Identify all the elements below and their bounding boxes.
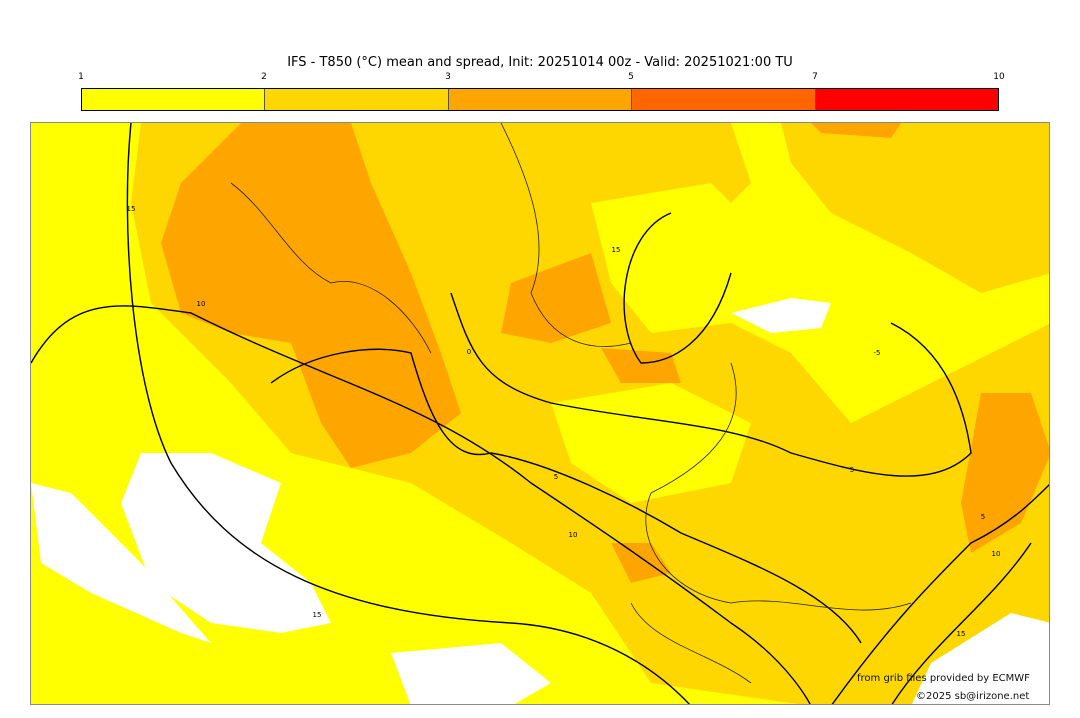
no-data-area	[391, 643, 551, 704]
color-legend	[81, 88, 999, 111]
legend-tick: 5	[628, 72, 634, 82]
spread-area-3-5	[611, 543, 671, 583]
map-title: IFS - T850 (°C) mean and spread, Init: 2…	[287, 55, 793, 70]
isotherm-line	[450, 292, 972, 477]
isotherm-line	[891, 542, 1032, 704]
legend-swatch	[815, 89, 999, 110]
spread-area-2-3	[781, 123, 1049, 293]
contour-label: 5	[850, 466, 854, 474]
map-canvas: 15 10 0 5 10 15 15 5 -5 5 10 15	[31, 123, 1049, 704]
spread-area-3-5	[161, 123, 461, 468]
legend-tick: 7	[812, 72, 818, 82]
coastline	[645, 362, 912, 611]
no-data-area	[731, 298, 831, 333]
contour-label: -5	[874, 349, 881, 357]
contour-label: 15	[957, 630, 966, 638]
coastline	[230, 182, 432, 354]
spread-area-1-2	[551, 383, 751, 503]
contour-label: 10	[992, 550, 1001, 558]
isotherm-line	[623, 212, 732, 364]
legend-swatch	[82, 89, 266, 110]
isotherm-line	[831, 484, 1049, 704]
isotherm-line	[126, 123, 691, 704]
coastline	[630, 602, 752, 684]
legend-tick: 2	[261, 72, 267, 82]
isotherm-line	[31, 305, 811, 704]
no-data-area	[121, 453, 331, 633]
legend-swatch	[448, 89, 633, 110]
source-credit: from grib files provided by ECMWF	[857, 673, 1030, 684]
legend-tick: 3	[445, 72, 451, 82]
coastline	[500, 123, 632, 347]
spread-area-3-5	[961, 393, 1049, 553]
no-data-area	[31, 483, 211, 643]
contour-label: 15	[612, 246, 621, 254]
contour-label: 5	[981, 513, 985, 521]
legend-swatch	[632, 89, 816, 110]
weather-map: 15 10 0 5 10 15 15 5 -5 5 10 15	[30, 122, 1050, 705]
contour-labels: 15 10 0 5 10 15 15 5 -5 5 10 15	[127, 205, 1001, 638]
coastlines	[230, 123, 912, 684]
no-data-area	[911, 613, 1049, 704]
copyright-credit: ©2025 sb@irizone.net	[916, 691, 1030, 702]
contour-label: 5	[554, 473, 558, 481]
legend-swatch	[265, 89, 449, 110]
contour-label: 15	[127, 205, 136, 213]
isotherm-line	[270, 348, 862, 644]
legend-tick: 1	[78, 72, 84, 82]
contour-label: 10	[197, 300, 206, 308]
spread-area-3-5	[601, 348, 681, 383]
spread-area-3-5	[811, 123, 901, 138]
legend-tick: 10	[993, 72, 1005, 82]
contour-label: 15	[313, 611, 322, 619]
isotherm-lines	[31, 123, 1049, 704]
spread-area-3-5	[501, 253, 611, 343]
contour-label: 10	[569, 531, 578, 539]
contour-label: 0	[467, 348, 471, 356]
spread-area-1-2	[591, 183, 771, 333]
